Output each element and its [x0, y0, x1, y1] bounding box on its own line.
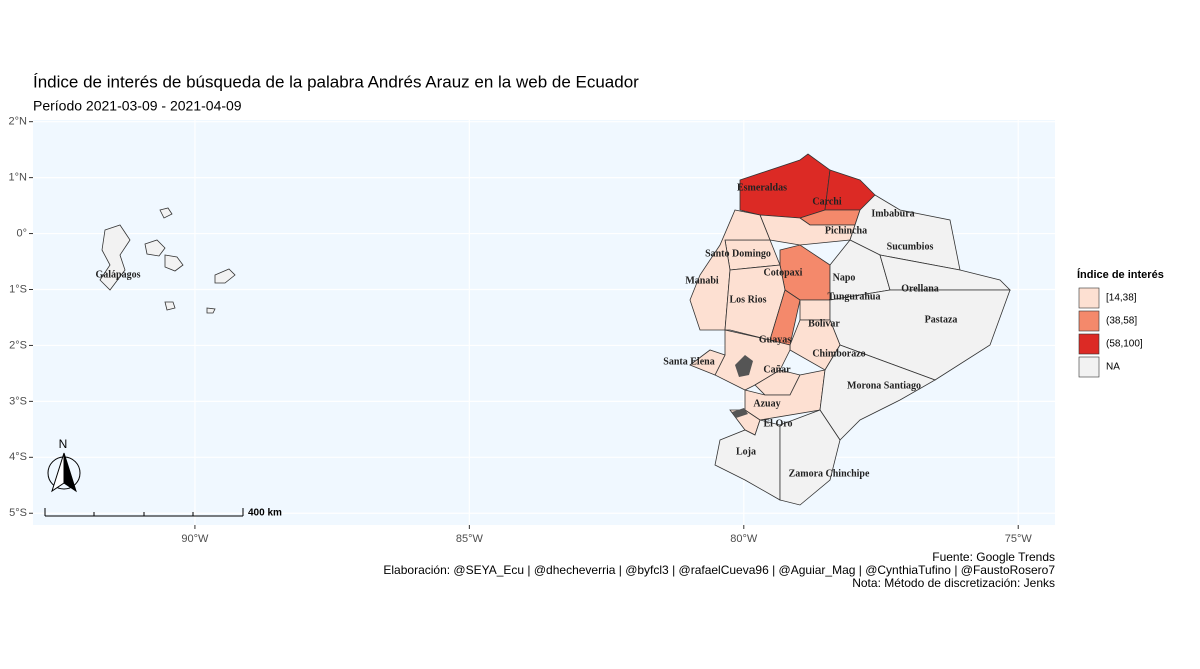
region	[689, 349, 726, 376]
y-tick-label: 5°S	[9, 507, 27, 519]
legend-label: [14,38]	[1106, 293, 1137, 304]
y-tick-label: 0°	[16, 227, 27, 239]
legend-swatch	[1078, 356, 1100, 378]
region-label: Tungurahua	[828, 291, 881, 302]
region	[779, 409, 841, 506]
caption-line: Nota: Método de discretización: Jenks	[852, 576, 1055, 590]
scale-bar: 400 km	[44, 508, 282, 519]
north-arrow: N	[47, 437, 81, 493]
x-tick-label: 75°W	[1005, 533, 1033, 545]
region-label: Cotopaxi	[764, 267, 803, 278]
region-label: Los Rios	[730, 294, 767, 305]
legend-swatch	[1078, 333, 1100, 355]
region-label: Napo	[833, 272, 856, 283]
region-label: Morona Santiago	[847, 380, 921, 391]
region-label: Sucumbios	[887, 241, 934, 252]
region-label: Esmeraldas	[737, 182, 787, 193]
region-label: Bolivar	[808, 318, 840, 329]
subtitle: Período 2021-03-09 - 2021-04-09	[33, 98, 242, 114]
x-tick-label: 80°W	[730, 533, 758, 545]
legend-swatch	[1078, 310, 1100, 332]
region	[99, 207, 236, 314]
title: Índice de interés de búsqueda de la pala…	[33, 72, 639, 91]
region	[819, 344, 936, 441]
legend-swatch	[1078, 287, 1100, 309]
region-label: Azuay	[753, 398, 780, 409]
legend-label: (38,58]	[1106, 316, 1137, 327]
legend-label: (58,100]	[1106, 339, 1143, 350]
north-label: N	[59, 437, 68, 451]
region-label: Chimborazo	[812, 348, 865, 359]
region-label: Loja	[736, 446, 756, 457]
legend-title: Índice de interés	[1077, 268, 1164, 281]
y-tick-label: 4°S	[9, 451, 27, 463]
y-tick-label: 3°S	[9, 395, 27, 407]
region-label: Zamora Chinchipe	[789, 468, 870, 479]
scale-label: 400 km	[248, 508, 282, 519]
region-label: Orellana	[901, 283, 939, 294]
region	[879, 254, 1011, 291]
x-tick-label: 90°W	[181, 533, 209, 545]
x-tick-label: 85°W	[456, 533, 484, 545]
region-label: Guayas	[759, 334, 791, 345]
islands	[732, 355, 753, 418]
caption-line: Elaboración: @SEYA_Ecu | @dhecheverria |…	[383, 563, 1055, 577]
caption-line: Fuente: Google Trends	[932, 550, 1055, 564]
region-label: Manabi	[685, 275, 719, 286]
region-label: Cañar	[763, 364, 791, 375]
y-tick-label: 2°S	[9, 339, 27, 351]
region-label: Imbabura	[871, 208, 914, 219]
region-label: Santa Elena	[663, 356, 714, 367]
region-label: Pastaza	[925, 314, 958, 325]
y-tick-label: 1°S	[9, 283, 27, 295]
y-tick-label: 2°N	[9, 116, 28, 128]
region	[799, 299, 831, 321]
legend-label: NA	[1106, 362, 1120, 373]
region-label: Galápagos	[95, 269, 140, 280]
region-label: Pichincha	[825, 225, 867, 236]
y-tick-label: 1°N	[9, 172, 28, 184]
region-label: Carchi	[812, 196, 841, 207]
region-label: Santo Domingo	[705, 248, 771, 259]
region-label: El Oro	[764, 418, 793, 429]
